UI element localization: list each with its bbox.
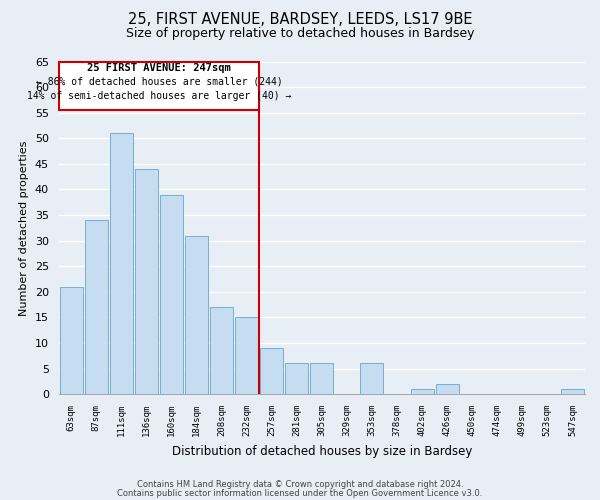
Text: Contains public sector information licensed under the Open Government Licence v3: Contains public sector information licen… [118, 488, 482, 498]
Text: Size of property relative to detached houses in Bardsey: Size of property relative to detached ho… [126, 28, 474, 40]
Bar [210, 307, 233, 394]
Bar [160, 194, 183, 394]
Bar [85, 220, 108, 394]
X-axis label: Distribution of detached houses by size in Bardsey: Distribution of detached houses by size … [172, 444, 472, 458]
Bar [285, 364, 308, 394]
Bar [361, 364, 383, 394]
Bar [110, 133, 133, 394]
Text: ← 86% of detached houses are smaller (244): ← 86% of detached houses are smaller (24… [35, 77, 282, 87]
Y-axis label: Number of detached properties: Number of detached properties [19, 140, 29, 316]
Text: 25, FIRST AVENUE, BARDSEY, LEEDS, LS17 9BE: 25, FIRST AVENUE, BARDSEY, LEEDS, LS17 9… [128, 12, 472, 28]
Text: Contains HM Land Registry data © Crown copyright and database right 2024.: Contains HM Land Registry data © Crown c… [137, 480, 463, 489]
FancyBboxPatch shape [59, 62, 259, 110]
Bar [410, 389, 434, 394]
Bar [260, 348, 283, 394]
Bar [185, 236, 208, 394]
Bar [561, 389, 584, 394]
Text: 14% of semi-detached houses are larger (40) →: 14% of semi-detached houses are larger (… [26, 92, 291, 102]
Bar [235, 318, 258, 394]
Bar [436, 384, 458, 394]
Bar [310, 364, 334, 394]
Text: 25 FIRST AVENUE: 247sqm: 25 FIRST AVENUE: 247sqm [87, 62, 231, 72]
Bar [59, 286, 83, 394]
Bar [135, 169, 158, 394]
